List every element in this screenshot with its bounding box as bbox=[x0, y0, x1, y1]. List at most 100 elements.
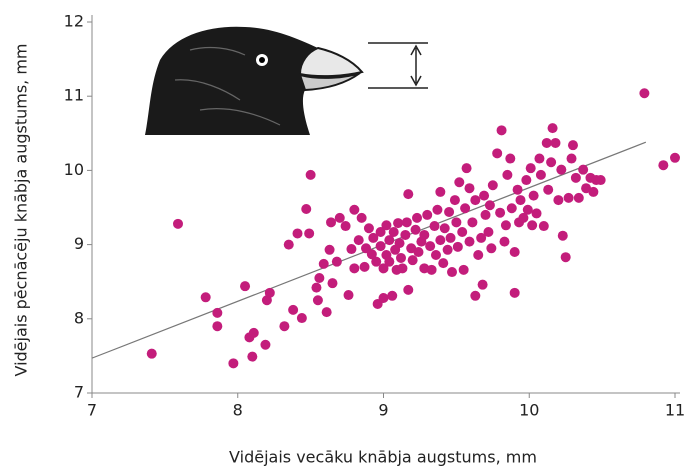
data-point bbox=[485, 200, 495, 210]
data-point bbox=[553, 195, 563, 205]
data-point bbox=[507, 203, 517, 213]
x-tick-label: 10 bbox=[519, 401, 539, 420]
data-point bbox=[402, 217, 412, 227]
data-point bbox=[247, 352, 257, 362]
data-point bbox=[495, 208, 505, 218]
data-point bbox=[527, 220, 537, 230]
data-point bbox=[529, 191, 539, 201]
data-point bbox=[357, 213, 367, 223]
y-tick-label: 7 bbox=[74, 383, 84, 402]
data-point bbox=[481, 210, 491, 220]
data-point bbox=[327, 278, 337, 288]
data-point bbox=[467, 217, 477, 227]
data-point bbox=[460, 203, 470, 213]
data-point bbox=[425, 241, 435, 251]
data-point bbox=[443, 245, 453, 255]
data-point bbox=[516, 195, 526, 205]
data-point bbox=[212, 308, 222, 318]
data-point bbox=[473, 250, 483, 260]
data-point bbox=[596, 175, 606, 185]
data-point bbox=[326, 217, 336, 227]
data-point bbox=[325, 245, 335, 255]
data-point bbox=[422, 210, 432, 220]
data-point bbox=[288, 305, 298, 315]
data-point bbox=[314, 273, 324, 283]
data-point bbox=[578, 165, 588, 175]
data-point bbox=[502, 170, 512, 180]
x-tick-label: 11 bbox=[665, 401, 685, 420]
data-point bbox=[546, 157, 556, 167]
data-point bbox=[322, 307, 332, 317]
data-point bbox=[501, 220, 511, 230]
data-point bbox=[526, 163, 536, 173]
data-point bbox=[532, 208, 542, 218]
chart: Vidējais vecāku knābja augstums, mm Vidē… bbox=[0, 0, 693, 472]
data-point bbox=[478, 280, 488, 290]
data-point bbox=[658, 160, 668, 170]
bird-illustration bbox=[145, 27, 362, 135]
data-point bbox=[240, 281, 250, 291]
y-tick-label: 10 bbox=[64, 160, 84, 179]
data-point bbox=[304, 228, 314, 238]
data-point bbox=[574, 193, 584, 203]
data-point bbox=[427, 265, 437, 275]
data-point bbox=[360, 262, 370, 272]
data-point bbox=[379, 293, 389, 303]
data-point bbox=[201, 292, 211, 302]
data-point bbox=[558, 231, 568, 241]
data-point bbox=[510, 288, 520, 298]
x-tick-label: 9 bbox=[378, 401, 388, 420]
data-point bbox=[450, 195, 460, 205]
data-point bbox=[335, 213, 345, 223]
data-point bbox=[279, 321, 289, 331]
data-point bbox=[567, 154, 577, 164]
data-point bbox=[670, 153, 680, 163]
data-point bbox=[419, 230, 429, 240]
data-point bbox=[492, 148, 502, 158]
data-point bbox=[408, 255, 418, 265]
data-point bbox=[444, 207, 454, 217]
data-point bbox=[249, 328, 259, 338]
data-point bbox=[384, 257, 394, 267]
y-tick-label: 9 bbox=[74, 234, 84, 253]
data-point bbox=[440, 223, 450, 233]
data-point bbox=[260, 340, 270, 350]
data-point bbox=[548, 123, 558, 133]
data-point bbox=[556, 165, 566, 175]
data-point bbox=[568, 140, 578, 150]
data-point bbox=[564, 193, 574, 203]
data-point bbox=[464, 237, 474, 247]
data-point bbox=[412, 213, 422, 223]
data-point bbox=[341, 221, 351, 231]
data-point bbox=[438, 258, 448, 268]
data-point bbox=[486, 243, 496, 253]
data-point bbox=[497, 125, 507, 135]
data-point bbox=[293, 228, 303, 238]
data-point bbox=[521, 175, 531, 185]
data-point bbox=[534, 154, 544, 164]
data-point bbox=[588, 187, 598, 197]
data-point bbox=[389, 227, 399, 237]
data-point bbox=[550, 138, 560, 148]
data-point bbox=[212, 321, 222, 331]
data-point bbox=[470, 291, 480, 301]
data-point bbox=[344, 290, 354, 300]
data-point bbox=[513, 185, 523, 195]
data-point bbox=[470, 195, 480, 205]
data-point bbox=[430, 221, 440, 231]
data-point bbox=[306, 170, 316, 180]
data-point bbox=[349, 263, 359, 273]
data-point bbox=[499, 237, 509, 247]
data-point bbox=[561, 252, 571, 262]
data-point bbox=[319, 259, 329, 269]
data-point bbox=[228, 358, 238, 368]
data-point bbox=[523, 205, 533, 215]
data-point bbox=[539, 221, 549, 231]
data-point bbox=[349, 205, 359, 215]
data-point bbox=[453, 242, 463, 252]
data-point bbox=[313, 295, 323, 305]
data-point bbox=[411, 225, 421, 235]
data-point bbox=[536, 170, 546, 180]
data-point bbox=[354, 235, 364, 245]
data-point bbox=[464, 183, 474, 193]
